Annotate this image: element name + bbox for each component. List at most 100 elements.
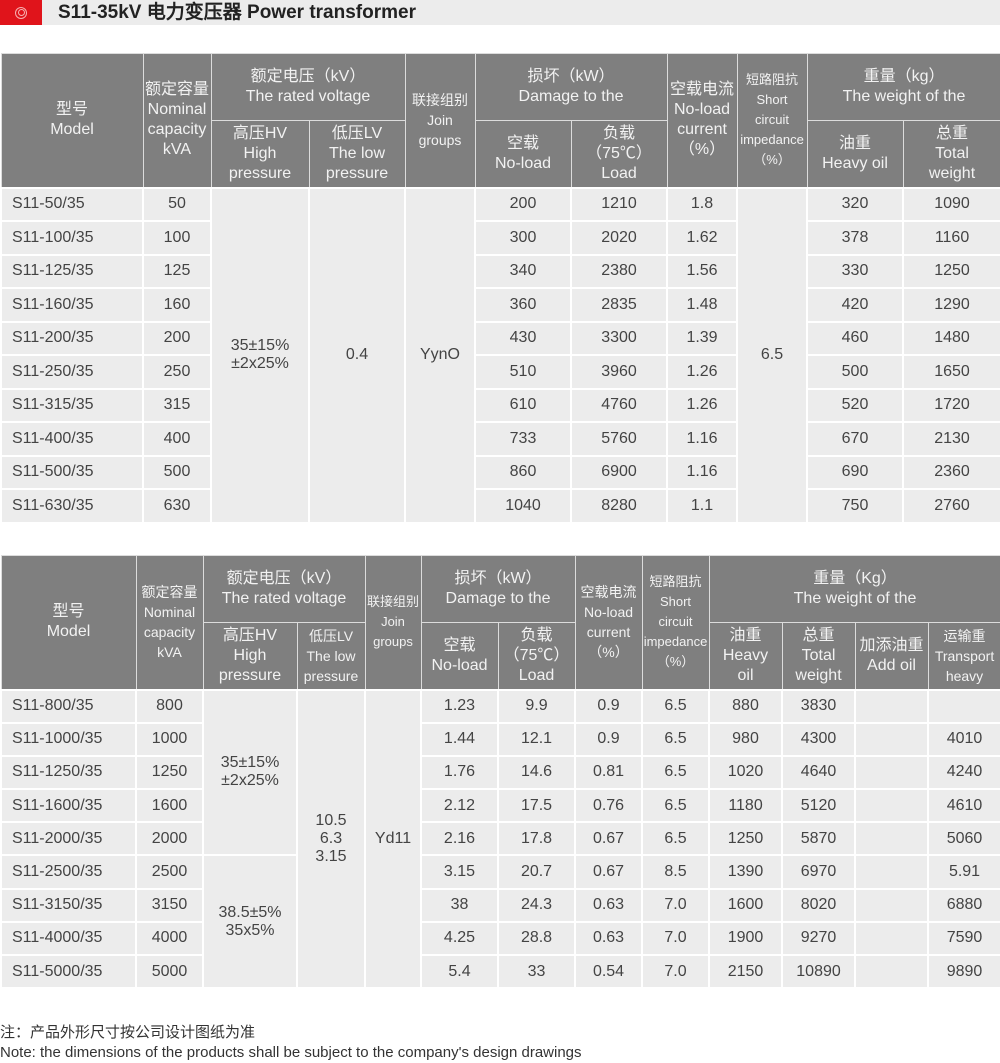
header-hv: 高压HV High pressure: [210, 120, 310, 188]
header-voltage: 额定电压（kV） The rated voltage: [210, 53, 406, 121]
total-cell: 1650: [902, 354, 1000, 390]
load-cell: 3300: [569, 320, 669, 356]
total-cell: 8020: [781, 887, 857, 923]
current-cell: 1.48: [666, 287, 739, 323]
table-row: S11-125/35 125 340 2380 1.56 330 1250: [0, 253, 1000, 289]
header-line: The low: [306, 647, 356, 664]
table-row: S11-2000/35 2000 2.16 17.8 0.67 6.5 1250 5870 50…: [0, 821, 1000, 857]
model-cell: S11-250/35: [0, 354, 144, 390]
header-line: 重量（kg）: [863, 68, 945, 85]
capacity-cell: 50: [142, 186, 212, 222]
model-cell: S11-630/35: [0, 488, 144, 524]
transport-cell: [927, 688, 1000, 724]
header-line: impedance: [740, 132, 804, 148]
header-weight: 重量（kg） The weight of the: [806, 53, 1000, 121]
header-weight: 重量（Kg） The weight of the: [708, 555, 1000, 623]
header-current: 空载电流 No-load current （%）: [666, 53, 738, 188]
load-cell: 6900: [569, 454, 669, 490]
oil-cell: 320: [806, 186, 905, 222]
total-cell: 5870: [781, 821, 857, 857]
capacity-cell: 1000: [135, 721, 204, 757]
load-cell: 28.8: [496, 920, 577, 957]
transport-cell: 4010: [927, 721, 1000, 757]
header-line: 运输重: [943, 627, 986, 644]
total-cell: 2760: [902, 488, 1000, 524]
noload-cell: 4.25: [420, 920, 499, 957]
header-line: groups: [418, 132, 462, 149]
transport-cell: 9890: [927, 953, 1000, 990]
header-line: current: [677, 121, 727, 139]
header-hv: 高压HV High pressure: [202, 622, 298, 690]
header-load: 负载 （75℃） Load: [497, 622, 576, 690]
header-line: kVA: [157, 644, 182, 661]
oil-cell: 420: [806, 287, 905, 323]
load-cell: 17.5: [496, 788, 577, 824]
header-line: Join: [381, 614, 405, 630]
model-cell: S11-50/35: [0, 186, 144, 222]
header-line: 额定电压（kV）: [226, 570, 342, 587]
table-row: S11-100/35 100 300 2020 1.62 378 1160: [0, 220, 1000, 256]
header-line: Add oil: [867, 656, 916, 674]
capacity-cell: 125: [142, 253, 212, 289]
model-cell: S11-400/35: [0, 421, 144, 457]
header-line: The rated voltage: [245, 88, 371, 105]
header-line: （%）: [753, 152, 791, 168]
header-line: 联接组别: [366, 594, 419, 610]
header-line: circuit: [658, 614, 693, 630]
addoil-cell: [854, 688, 930, 724]
model-cell: S11-500/35: [0, 454, 144, 490]
oil-cell: 2150: [708, 953, 784, 990]
capacity-cell: 100: [142, 220, 212, 256]
header-line: 重量（Kg）: [813, 570, 897, 587]
header-line: Heavy: [722, 646, 769, 664]
join-merged-cell: YynO: [404, 186, 476, 524]
header-join: 联接组别 Join groups: [364, 555, 422, 690]
header-line: Nominal: [147, 101, 207, 119]
capacity-cell: 500: [142, 454, 212, 490]
header-line: （%）: [678, 141, 726, 159]
addoil-cell: [854, 920, 930, 957]
header-lv: 低压LV The low pressure: [308, 120, 406, 188]
hv-merged-cell-line: ±2x25%: [221, 772, 279, 790]
header-line: （75℃）: [586, 144, 652, 162]
join-merged-cell: Yd11: [364, 688, 422, 990]
header-line: capacity: [147, 121, 207, 139]
load-cell: 17.8: [496, 821, 577, 857]
header-line: 空载: [506, 134, 539, 152]
capacity-cell: 4000: [135, 920, 204, 957]
model-cell: S11-1250/35: [0, 754, 137, 791]
header-line: pressure: [325, 164, 389, 182]
table-row: S11-5000/35 5000 5.4 33 0.54 7.0 2150 10890 9890: [0, 953, 1000, 990]
capacity-cell: 250: [142, 354, 212, 390]
current-cell: 0.76: [574, 788, 644, 824]
header-line: The weight of the: [842, 88, 966, 105]
header-line: weight: [795, 666, 842, 684]
model-cell: S11-315/35: [0, 387, 144, 423]
header-line: pressure: [228, 164, 292, 182]
header-line: circuit: [755, 112, 789, 128]
transport-cell: 6880: [927, 887, 1000, 923]
noload-cell: 340: [474, 253, 572, 289]
load-cell: 33: [496, 953, 577, 990]
table-row: S11-200/35 200 430 3300 1.39 460 1480: [0, 320, 1000, 356]
oil-cell: 670: [806, 421, 905, 457]
header-line: Join: [427, 112, 453, 129]
header-line: pressure: [218, 666, 282, 684]
header-line: 短路阻抗: [746, 72, 799, 88]
lv-merged-cell: 0.4: [308, 186, 406, 524]
header-oil: 油重 Heavy oil: [708, 622, 783, 690]
capacity-cell: 315: [142, 387, 212, 423]
capacity-cell: 3150: [135, 887, 204, 923]
capacity-cell: 200: [142, 320, 212, 356]
model-cell: S11-160/35: [0, 287, 144, 323]
header-voltage: 额定电压（kV） The rated voltage: [202, 555, 366, 623]
hv-merged-cell-line: 35±15%: [220, 754, 280, 772]
noload-cell: 733: [474, 421, 572, 457]
capacity-cell: 400: [142, 421, 212, 457]
noload-cell: 1040: [474, 488, 572, 524]
transport-cell: 7590: [927, 920, 1000, 957]
impedance-cell: 6.5: [641, 754, 711, 791]
header-line: oil: [737, 666, 754, 684]
hv-merged-cell-line: 38.5±5%: [218, 903, 282, 921]
impedance-cell: 8.5: [641, 854, 711, 890]
